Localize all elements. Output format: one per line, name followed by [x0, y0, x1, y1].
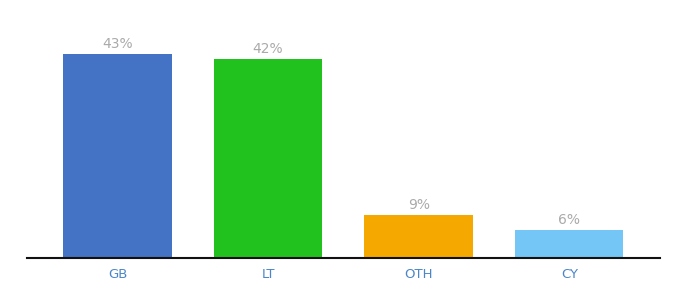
- Text: 6%: 6%: [558, 213, 580, 227]
- Bar: [214, 59, 322, 258]
- Text: 9%: 9%: [408, 199, 430, 212]
- Text: 43%: 43%: [102, 37, 133, 51]
- Bar: [364, 215, 473, 258]
- Text: 42%: 42%: [253, 42, 284, 56]
- Bar: [515, 230, 624, 258]
- Bar: [63, 54, 172, 258]
